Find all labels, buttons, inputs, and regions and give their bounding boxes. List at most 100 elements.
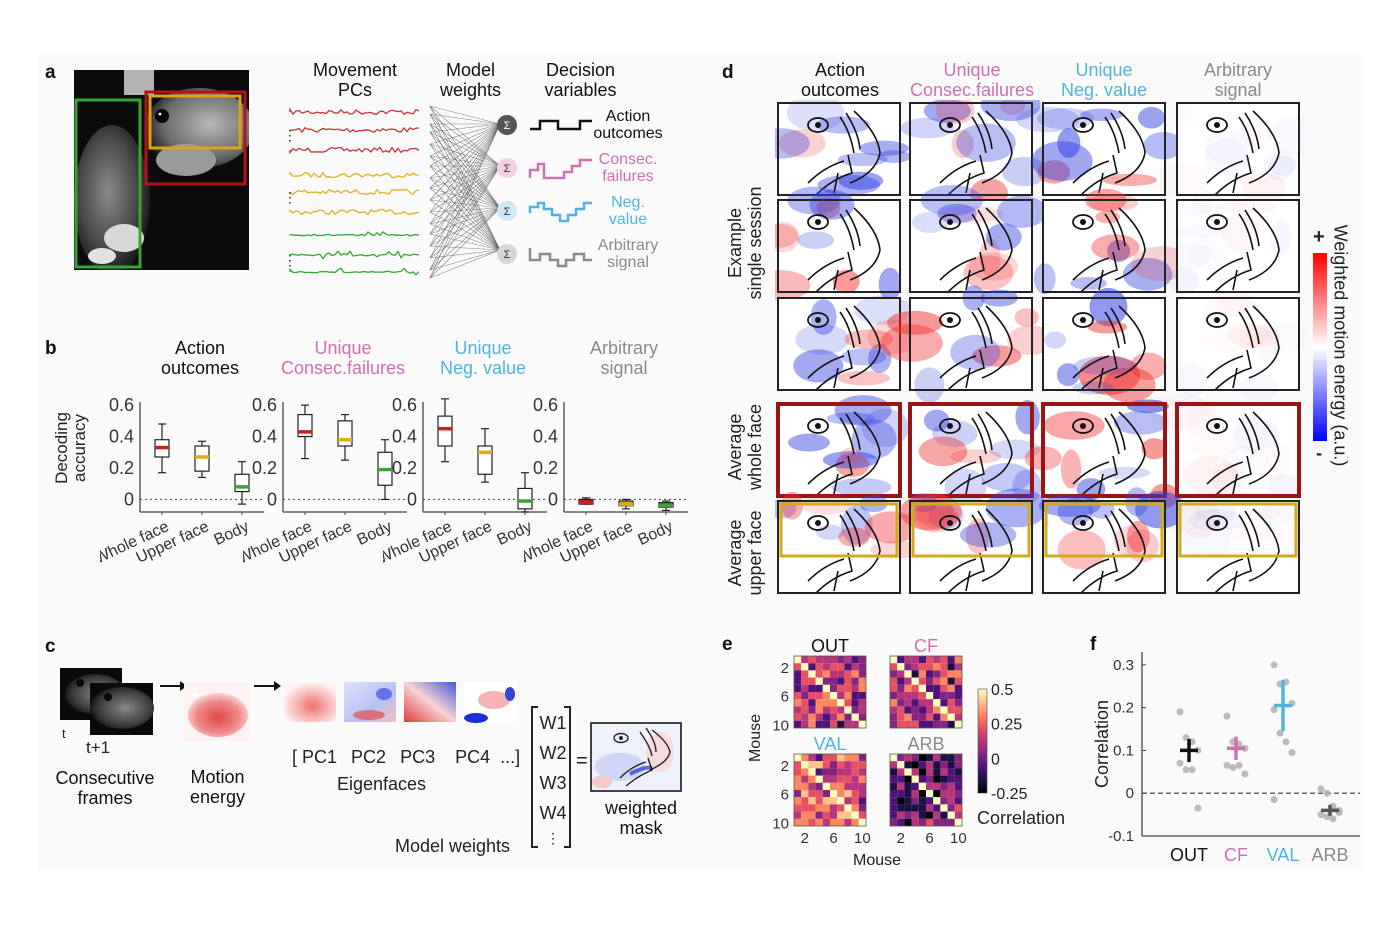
- heatmap-cell: [940, 768, 948, 776]
- heatmap-cell: [794, 656, 802, 664]
- cell-frame: [777, 297, 901, 391]
- header-line: PCs: [337, 80, 372, 100]
- motion-blob: [781, 491, 803, 520]
- heatmap-cell: [954, 797, 962, 805]
- eye-outline-icon: [807, 515, 829, 531]
- motion-blob: [816, 116, 871, 134]
- sigma-icon: Σ: [504, 120, 511, 132]
- heatmap-cell: [801, 720, 809, 728]
- weights-vector: W1 W2 W3 W4 ⋮: [536, 708, 570, 848]
- y-tick-label: 0.4: [109, 427, 134, 447]
- heatmap-cell: [940, 804, 948, 812]
- heatmap-cell: [918, 677, 926, 685]
- motion-blob: [997, 195, 1047, 228]
- y-tick-label: 0.6: [533, 395, 558, 415]
- heatmap-cell: [947, 811, 955, 819]
- weight-edge: [429, 165, 501, 189]
- heatmap-cell: [844, 790, 852, 798]
- header-line: Arbitrary: [1203, 60, 1272, 80]
- heatmap-ARB: ARB 2 6 10: [889, 734, 967, 847]
- weight-edge: [429, 123, 501, 279]
- weighted-mask-cell: [777, 295, 917, 391]
- data-point: [1282, 738, 1290, 746]
- heatmap-cell: [918, 663, 926, 671]
- pc4-label: PC4: [455, 747, 491, 767]
- heatmap-cell: [858, 797, 866, 805]
- heatmap-cell: [851, 790, 859, 798]
- motion-blob: [1183, 456, 1239, 495]
- data-point: [1188, 766, 1196, 774]
- weight-edge: [429, 249, 501, 259]
- heatmap-cell: [801, 663, 809, 671]
- weighted-mask-cell: [1033, 188, 1191, 295]
- heatmap-cell: [954, 670, 962, 678]
- heatmap-cell: [837, 775, 845, 783]
- heatmap-cell: [837, 790, 845, 798]
- motion-energy-colorbar: [1313, 253, 1327, 441]
- decision-variables-header: Decision variables: [528, 60, 633, 100]
- colorbar-minus: -: [1316, 443, 1322, 463]
- heatmap-cell: [947, 699, 955, 707]
- heatmap-cell: [904, 761, 912, 769]
- heatmap-cell: [926, 713, 934, 721]
- heatmap-cell: [822, 811, 830, 819]
- heatmap-cell: [794, 797, 802, 805]
- heatmap-cell: [890, 804, 898, 812]
- weight-w3: W3: [539, 773, 567, 793]
- motion-blob: [1177, 101, 1200, 127]
- heatmap-cell: [801, 656, 809, 664]
- whole-face-roi-box: [144, 90, 247, 186]
- heatmap-cell: [918, 775, 926, 783]
- heatmap-cell: [815, 811, 823, 819]
- heatmap-cell: [851, 754, 859, 762]
- weighted-mask-cell: [1038, 487, 1186, 594]
- arrow-icon: [160, 681, 187, 691]
- header-line: Unique: [943, 60, 1001, 80]
- motion-blob: [1131, 246, 1191, 282]
- heatmap-cell: [815, 775, 823, 783]
- cell-frame: [909, 199, 1033, 293]
- pupil-icon: [815, 219, 821, 225]
- weight-edge: [429, 207, 501, 259]
- pupil-icon: [815, 520, 821, 526]
- motion-blob: [988, 439, 1041, 460]
- heatmap-cell: [940, 782, 948, 790]
- heatmap-cell: [890, 790, 898, 798]
- heatmap-cell: [822, 720, 830, 728]
- decision-variable-label: Action outcomes: [586, 108, 670, 142]
- heatmap-cell: [851, 761, 859, 769]
- title-line: Neg. value: [439, 358, 527, 378]
- heatmap-CF: CF: [889, 636, 963, 729]
- weight-w2: W2: [539, 743, 567, 763]
- heatmap-cell: [918, 670, 926, 678]
- correlation-heatmaps: OUT 2 6 10 CF VAL 2 6 10 2 6 10 ARB 2 6 10 Mouse Mouse 0.5…: [747, 636, 1065, 869]
- motion-blob: [775, 223, 799, 248]
- heatmap-cell: [911, 692, 919, 700]
- heatmap-cell: [933, 811, 941, 819]
- heatmap-cell: [904, 818, 912, 826]
- motion-blob: [1073, 356, 1138, 376]
- upper-face-roi-frame: [911, 502, 1031, 558]
- heatmap-cell: [844, 684, 852, 692]
- pupil-icon: [947, 219, 953, 225]
- motion-blob: [810, 299, 837, 335]
- heatmap-cell: [794, 677, 802, 685]
- sum-node-icon: [497, 201, 517, 221]
- eye-outline-icon: [939, 515, 961, 531]
- x-tick-label: CF: [1224, 845, 1248, 865]
- heatmap-cell: [911, 706, 919, 714]
- heatmap-cell: [904, 677, 912, 685]
- heatmap-cell: [801, 713, 809, 721]
- heatmap-cell: [890, 706, 898, 714]
- heatmap-cell: [954, 790, 962, 798]
- heatmap-cell: [830, 663, 838, 671]
- heatmap-cell: [954, 804, 962, 812]
- label-line: signal: [607, 254, 649, 271]
- cell-frame: [909, 297, 1033, 391]
- heatmap-cell: [822, 775, 830, 783]
- heatmap-cell: [940, 811, 948, 819]
- heatmap-cell: [844, 692, 852, 700]
- heatmap-cell: [844, 775, 852, 783]
- heatmap-cell: [897, 684, 905, 692]
- heatmap-cell: [947, 790, 955, 798]
